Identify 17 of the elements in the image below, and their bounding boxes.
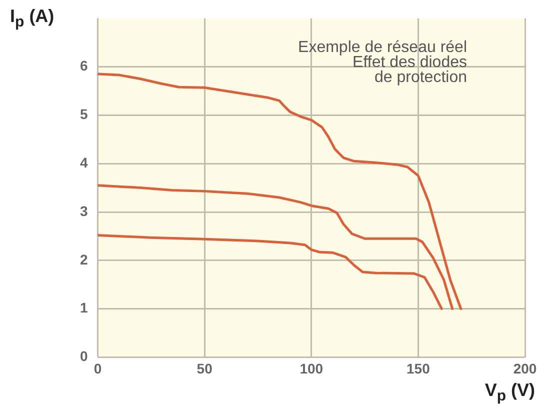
y-tick-label: 0	[80, 348, 88, 364]
y-tick-label: 4	[80, 154, 88, 170]
y-tick-label: 1	[80, 300, 88, 316]
y-tick-label: 6	[80, 58, 88, 74]
y-tick-label: 5	[80, 106, 88, 122]
y-axis-title: I$_{p}$ (A)	[10, 6, 54, 31]
annotation: Exemple de réseau réel	[298, 39, 467, 56]
x-tick-label: 100	[300, 360, 324, 376]
x-tick-label: 200	[513, 360, 537, 376]
x-axis-title: V$_{p}$ (V)	[484, 379, 535, 407]
y-tick-label: 3	[80, 202, 88, 219]
annotation: Effet des diodes	[352, 54, 467, 71]
x-tick-label: 150	[406, 360, 430, 376]
x-tick-label: 0	[94, 360, 102, 376]
annotation: de protection	[373, 69, 467, 86]
x-tick-label: 50	[196, 360, 213, 376]
y-tick-label: 2	[80, 251, 88, 268]
